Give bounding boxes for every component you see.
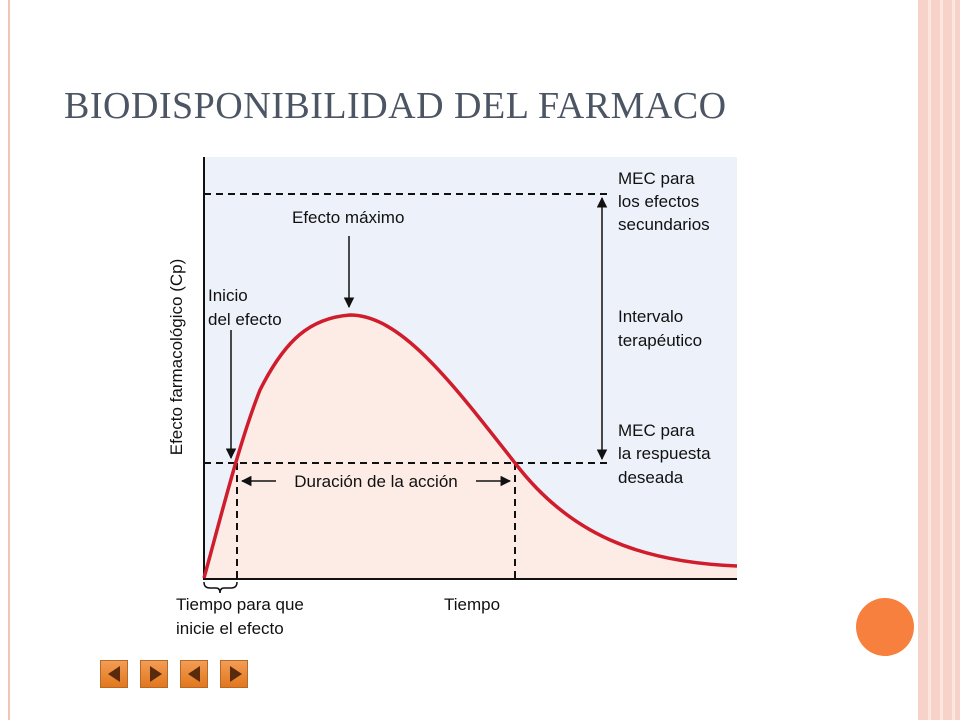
onset-time-label-line2: inicie el efecto (176, 619, 284, 638)
drug-effect-curve (202, 313, 738, 579)
next-arrow-icon (150, 666, 162, 682)
therapeutic-interval-line2: terapéutico (618, 331, 702, 350)
previous-slide-button[interactable] (180, 660, 208, 688)
onset-time-brace (203, 581, 238, 594)
right-decorative-band (918, 0, 960, 720)
previous-arrow-icon (188, 666, 200, 682)
mec-side-effects-line2: los efectos (618, 192, 699, 211)
decorative-orange-circle (856, 598, 914, 656)
mec-desired-line2: la respuesta (618, 444, 711, 463)
therapeutic-interval-line1: Intervalo (618, 307, 683, 326)
x-axis-label: Tiempo (444, 595, 500, 614)
band-stripe (952, 0, 955, 720)
onset-time-label-line1: Tiempo para que (176, 595, 304, 614)
mec-desired-line1: MEC para (618, 421, 695, 440)
last-arrow-icon (230, 666, 242, 682)
first-slide-button[interactable] (100, 660, 128, 688)
peak-label: Efecto máximo (292, 208, 404, 227)
mec-desired-line3: deseada (618, 468, 684, 487)
last-slide-button[interactable] (220, 660, 248, 688)
band-stripe (940, 0, 943, 720)
first-arrow-icon (108, 666, 120, 682)
y-axis-label: Efecto farmacológico (Cp) (167, 259, 186, 456)
onset-label-line1: Inicio (208, 286, 248, 305)
onset-label-line2: del efecto (208, 310, 282, 329)
slide-navigation (100, 660, 248, 688)
curve-area (204, 315, 737, 578)
band-stripe (928, 0, 931, 720)
mec-side-effects-line3: secundarios (618, 215, 710, 234)
left-border-line (8, 0, 10, 720)
duration-label: Duración de la acción (294, 472, 457, 491)
slide-title: BIODISPONIBILIDAD DEL FARMACO (64, 85, 727, 127)
mec-side-effects-line1: MEC para (618, 169, 695, 188)
next-slide-button[interactable] (140, 660, 168, 688)
